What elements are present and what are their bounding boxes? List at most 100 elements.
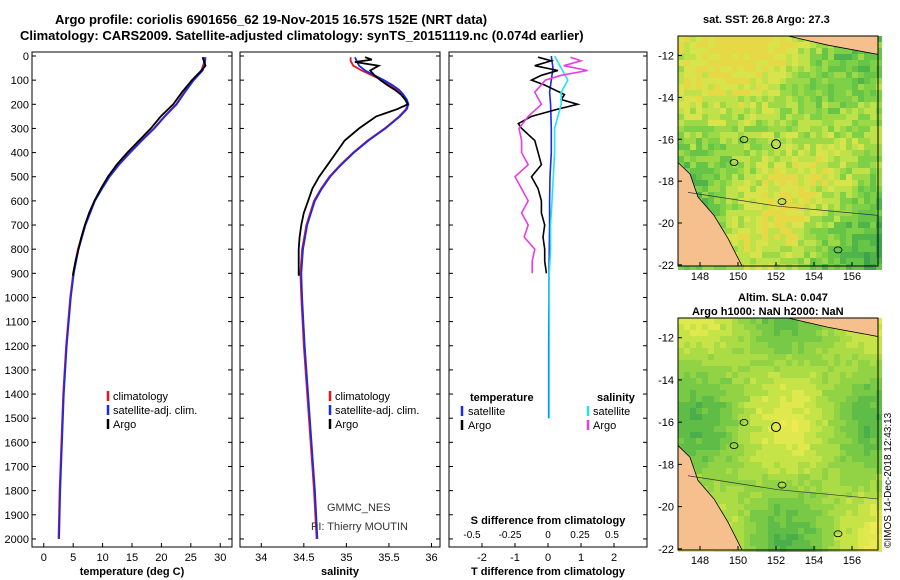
- map-cell: [864, 54, 870, 60]
- map-cell: [750, 60, 756, 66]
- map-cell: [762, 414, 768, 420]
- map-cell: [738, 342, 744, 348]
- map-cell: [822, 414, 828, 420]
- map-cell: [774, 174, 780, 180]
- map-cell: [702, 372, 708, 378]
- map-cell: [858, 444, 864, 450]
- map-cell: [870, 150, 876, 156]
- map-cell: [744, 258, 750, 264]
- map-cell: [852, 384, 858, 390]
- map-cell: [834, 510, 840, 516]
- map-cell: [798, 162, 804, 168]
- map-cell: [744, 330, 750, 336]
- map-cell: [678, 348, 684, 354]
- map-cell: [768, 396, 774, 402]
- map-cell: [828, 354, 834, 360]
- map-cell: [792, 42, 798, 48]
- map-cell: [714, 48, 720, 54]
- map-cell: [828, 192, 834, 198]
- map-cell: [774, 372, 780, 378]
- map-cell: [846, 384, 852, 390]
- map-cell: [804, 228, 810, 234]
- map-cell: [816, 534, 822, 540]
- map-cell: [774, 36, 780, 42]
- map-cell: [798, 342, 804, 348]
- map-cell: [768, 264, 774, 270]
- map-cell: [768, 90, 774, 96]
- map-cell: [822, 498, 828, 504]
- map-cell: [756, 168, 762, 174]
- map-cell: [810, 108, 816, 114]
- map-cell: [768, 372, 774, 378]
- map-cell: [720, 348, 726, 354]
- ytick-label-depth: 1000: [5, 292, 29, 304]
- map-cell: [774, 444, 780, 450]
- map-cell: [708, 372, 714, 378]
- map-cell: [792, 360, 798, 366]
- map-cell: [726, 516, 732, 522]
- map-cell: [852, 456, 858, 462]
- map-cell: [750, 252, 756, 258]
- map-cell: [732, 486, 738, 492]
- map-cell: [738, 216, 744, 222]
- map-cell: [828, 504, 834, 510]
- map-cell: [852, 216, 858, 222]
- map-cell: [780, 246, 786, 252]
- map-cell: [786, 390, 792, 396]
- map-cell: [702, 96, 708, 102]
- map-cell: [714, 36, 720, 42]
- map-cell: [780, 384, 786, 390]
- map-cell: [738, 174, 744, 180]
- map-cell: [852, 468, 858, 474]
- map-cell: [804, 480, 810, 486]
- map-cell: [732, 360, 738, 366]
- map-cell: [720, 396, 726, 402]
- map-cell: [858, 378, 864, 384]
- map-cell: [786, 186, 792, 192]
- map-cell: [834, 438, 840, 444]
- map-reef: [739, 136, 749, 143]
- map-cell: [864, 174, 870, 180]
- map-cell: [870, 240, 876, 246]
- map-cell: [864, 348, 870, 354]
- map-cell: [822, 516, 828, 522]
- map-xtick-label-sla_map: 148: [691, 555, 709, 567]
- map-cell: [792, 510, 798, 516]
- map-cell: [786, 240, 792, 246]
- map-cell: [870, 174, 876, 180]
- legend-label-salinity: climatology: [335, 391, 391, 403]
- map-cell: [762, 504, 768, 510]
- map-cell: [774, 354, 780, 360]
- map-cell: [756, 444, 762, 450]
- map-cell: [792, 348, 798, 354]
- map-cell: [696, 444, 702, 450]
- map-cell: [858, 336, 864, 342]
- map-cell: [786, 258, 792, 264]
- map-cell: [870, 234, 876, 240]
- map-cell: [858, 414, 864, 420]
- map-cell: [726, 60, 732, 66]
- map-cell: [798, 426, 804, 432]
- map-cell: [756, 150, 762, 156]
- map-cell: [744, 474, 750, 480]
- map-cell: [708, 408, 714, 414]
- map-cell: [834, 348, 840, 354]
- map-cell: [768, 42, 774, 48]
- map-cell: [714, 108, 720, 114]
- map-cell: [852, 204, 858, 210]
- map-cell: [822, 366, 828, 372]
- map-cell: [684, 162, 690, 168]
- map-cell: [834, 90, 840, 96]
- legend-label-difference-right: Argo: [593, 420, 616, 432]
- map-cell: [744, 138, 750, 144]
- map-cell: [720, 222, 726, 228]
- map-cell: [690, 162, 696, 168]
- map-cell: [684, 414, 690, 420]
- map-cell: [768, 186, 774, 192]
- map-cell: [720, 330, 726, 336]
- map-cell: [744, 318, 750, 324]
- map-cell: [816, 378, 822, 384]
- map-cell: [852, 126, 858, 132]
- map-cell: [744, 480, 750, 486]
- map-cell: [852, 84, 858, 90]
